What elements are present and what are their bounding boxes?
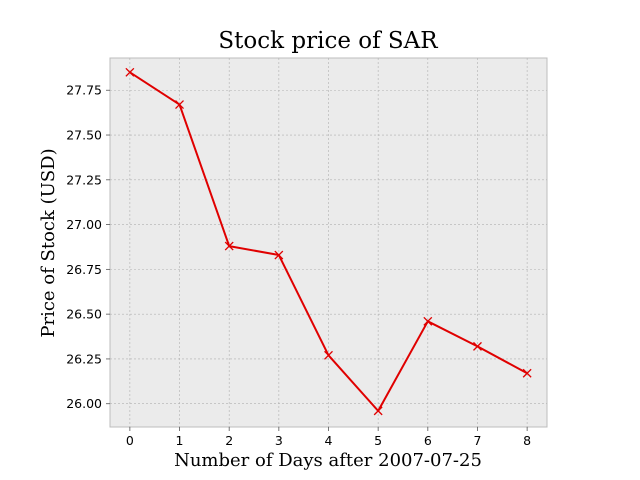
x-tick-label: 3 — [275, 433, 283, 448]
x-tick-label: 8 — [523, 433, 531, 448]
x-tick-label: 6 — [424, 433, 432, 448]
axis-ticks: 0 1 2 3 4 5 6 7 8 26.00 26.25 26.50 26.75 27.00 27.25 2… — [66, 83, 531, 448]
x-tick-label: 1 — [176, 433, 184, 448]
data-point-marker — [522, 368, 532, 378]
data-point-marker — [423, 316, 433, 326]
y-tick-label: 26.00 — [66, 396, 102, 411]
data-point-marker — [274, 250, 284, 260]
marker-stroke — [423, 316, 433, 326]
chart-title: Stock price of SAR — [218, 28, 438, 54]
marker-stroke — [373, 406, 383, 416]
marker-stroke — [274, 250, 284, 260]
data-point-marker — [175, 100, 184, 110]
data-point-marker — [324, 350, 333, 360]
data-series — [125, 67, 532, 416]
y-tick-label: 27.75 — [66, 83, 102, 98]
y-axis-label: Price of Stock (USD) — [38, 148, 59, 337]
x-tick-label: 0 — [126, 433, 134, 448]
x-axis-label: Number of Days after 2007-07-25 — [174, 450, 482, 471]
data-point-marker — [373, 406, 383, 416]
marker-stroke — [175, 100, 184, 110]
x-tick-label: 7 — [474, 433, 482, 448]
grid-lines — [110, 58, 547, 427]
data-point-marker — [125, 67, 135, 77]
x-tick-label: 4 — [325, 433, 333, 448]
y-tick-label: 27.50 — [66, 128, 102, 143]
y-tick-label: 27.00 — [66, 217, 102, 232]
marker-stroke — [224, 241, 234, 251]
x-tick-label: 2 — [225, 433, 233, 448]
data-point-marker — [473, 341, 482, 351]
marker-stroke — [522, 368, 532, 378]
y-tick-label: 26.50 — [66, 307, 102, 322]
marker-stroke — [473, 341, 482, 351]
marker-stroke — [324, 350, 333, 360]
y-tick-label: 27.25 — [66, 172, 102, 187]
y-tick-label: 26.25 — [66, 351, 102, 366]
marker-stroke — [125, 67, 135, 77]
data-point-marker — [224, 241, 234, 251]
x-tick-label: 5 — [374, 433, 382, 448]
y-tick-label: 26.75 — [66, 262, 102, 277]
